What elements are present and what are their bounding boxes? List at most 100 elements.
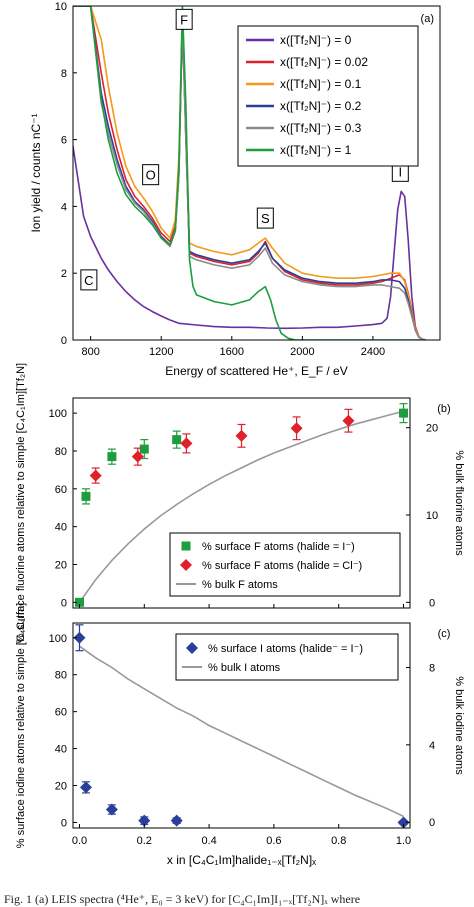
panel-a-xtick-label: 2000 — [290, 346, 314, 358]
panel-b-point — [235, 429, 248, 442]
panel-a-ytick-label: 10 — [55, 1, 67, 13]
panel-a-ytick-label: 8 — [61, 68, 67, 80]
panel-a-xtick-label: 2400 — [361, 346, 385, 358]
panel-c-point — [170, 814, 183, 827]
panel-b-point — [399, 408, 409, 418]
peak-label-box — [256, 207, 274, 229]
peak-label-O: O — [146, 168, 156, 183]
panel-b-point — [342, 414, 355, 427]
panel-b-point — [290, 422, 303, 435]
panel-c-point — [138, 814, 151, 827]
panel-c-ylabel: % surface iodine atoms relative to simpl… — [15, 603, 27, 848]
peak-label-C: C — [84, 273, 93, 288]
panel-b-frame — [72, 397, 411, 609]
panel-b-point — [74, 597, 84, 607]
panel-b-ylabel: % surface fluorine atoms relative to sim… — [15, 363, 27, 643]
panel-c-ytick-label: 100 — [49, 633, 67, 645]
panel-c-xtick-label: 0.0 — [72, 835, 87, 847]
panel-c-y2tick-label: 8 — [429, 662, 435, 674]
panel-c-point — [73, 631, 86, 644]
panel-b-ytick-label: 100 — [49, 408, 67, 420]
peak-label-S: S — [261, 211, 270, 226]
panel-a-xtick-label: 1200 — [149, 346, 173, 358]
panel-c-label: (c) — [438, 628, 451, 640]
panel-b-point — [131, 450, 144, 463]
panel-c-legend-box — [175, 633, 399, 681]
panel-a-ytick-label: 2 — [61, 268, 67, 280]
panel-b-ytick-label: 20 — [55, 559, 67, 571]
panel-b-legend-box — [169, 532, 401, 597]
panel-a-xtick-label: 800 — [81, 346, 99, 358]
panel-a-legend-entry-0: x([Tf₂N]⁻) = 0 — [280, 33, 352, 47]
panel-a-ytick-label: 4 — [61, 201, 67, 213]
panel-b-legend-entry-0: % surface F atoms (halide = I⁻) — [202, 541, 355, 553]
panel-a-series-line-2 — [73, 6, 427, 340]
panel-b-point — [139, 444, 149, 454]
panel-a-legend-box — [237, 25, 419, 167]
panel-b-point — [81, 491, 91, 501]
panel-c-point — [397, 816, 410, 829]
peak-label-I: I — [398, 164, 402, 179]
panel-b-legend-swatch-0 — [181, 541, 191, 551]
figure-caption: Fig. 1 (a) LEIS spectra (⁴He⁺, E₀ = 3 ke… — [4, 892, 361, 906]
panel-b-legend-entry-2: % bulk F atoms — [202, 579, 278, 591]
panel-c-point — [105, 803, 118, 816]
panel-a-legend-entry-5: x([Tf₂N]⁻) = 1 — [280, 143, 352, 157]
panel-c-xtick-label: 0.4 — [201, 835, 216, 847]
panel-a-ylabel: Ion yield / counts nC⁻¹ — [29, 113, 43, 232]
panel-a-series-line-0 — [73, 144, 427, 340]
panel-b-ytick-label: 40 — [55, 522, 67, 534]
panel-b-legend-entry-1: % surface F atoms (halide = Cl⁻) — [202, 560, 362, 572]
panel-a-series-line-3 — [73, 6, 427, 340]
panel-b-y2tick-label: 0 — [429, 597, 435, 609]
panel-a-series-line-4 — [73, 6, 427, 340]
panel-c-xtick-label: 0.8 — [331, 835, 346, 847]
panel-a-ytick-label: 0 — [61, 335, 67, 347]
panel-c-xtick-label: 0.6 — [266, 835, 281, 847]
panel-b-plot — [74, 403, 409, 607]
panel-c-point — [79, 781, 92, 794]
panel-a-legend-entry-4: x([Tf₂N]⁻) = 0.3 — [280, 121, 362, 135]
peak-label-F: F — [180, 12, 188, 27]
panel-a-xlabel: Energy of scattered He⁺, E_F / eV — [165, 364, 347, 378]
panel-c-plot — [73, 624, 410, 829]
panel-c-ytick-label: 20 — [55, 781, 67, 793]
panel-b-point — [180, 437, 193, 450]
panel-a-plot — [73, 6, 427, 340]
peak-label-box — [80, 269, 98, 291]
panel-a-frame — [72, 5, 441, 341]
panel-a-legend-entry-1: x([Tf₂N]⁻) = 0.02 — [280, 55, 368, 69]
panel-b-point — [107, 452, 117, 462]
panel-b-label: (b) — [437, 403, 450, 415]
panel-b-ytick-label: 80 — [55, 446, 67, 458]
panel-a-label: (a) — [421, 13, 434, 25]
panel-a-series-line-5 — [73, 6, 426, 340]
panel-c-legend-entry-0: % surface I atoms (halide⁻ = I⁻) — [208, 643, 363, 655]
panel-c-xtick-label: 1.0 — [396, 835, 411, 847]
panel-b-legend-swatch-1 — [180, 559, 192, 571]
panel-b-point — [172, 435, 182, 445]
panel-c-legend-swatch-0 — [186, 642, 198, 654]
panel-c-ytick-label: 0 — [61, 817, 67, 829]
panel-c-legend-entry-1: % bulk I atoms — [208, 662, 281, 674]
panel-c-ytick-label: 40 — [55, 744, 67, 756]
panel-b-bulk-line — [78, 410, 404, 603]
panel-b-y2tick-label: 20 — [426, 423, 438, 435]
panel-a-legend-entry-3: x([Tf₂N]⁻) = 0.2 — [280, 99, 362, 113]
panel-a-legend-entry-2: x([Tf₂N]⁻) = 0.1 — [280, 77, 362, 91]
peak-label-box — [175, 8, 193, 30]
panel-c-y2tick-label: 4 — [429, 740, 435, 752]
panel-a-ytick-label: 6 — [61, 135, 67, 147]
panel-a-xtick-label: 1600 — [220, 346, 244, 358]
panel-b-y2label: % bulk fluorine atoms — [453, 450, 465, 556]
peak-label-box — [142, 164, 160, 186]
panel-c-xlabel: x in [C₄C₁Im]halide₁₋ₓ[Tf₂N]ₓ — [167, 853, 316, 867]
panel-b-point — [89, 469, 102, 482]
panel-c-xtick-label: 0.2 — [137, 835, 152, 847]
panel-c-y2tick-label: 0 — [429, 817, 435, 829]
panel-c-ytick-label: 60 — [55, 707, 67, 719]
panel-c-bulk-line — [79, 645, 404, 818]
panel-c-y2label: % bulk iodine atoms — [453, 676, 465, 775]
panel-b-ytick-label: 0 — [61, 597, 67, 609]
panel-b-ytick-label: 60 — [55, 484, 67, 496]
